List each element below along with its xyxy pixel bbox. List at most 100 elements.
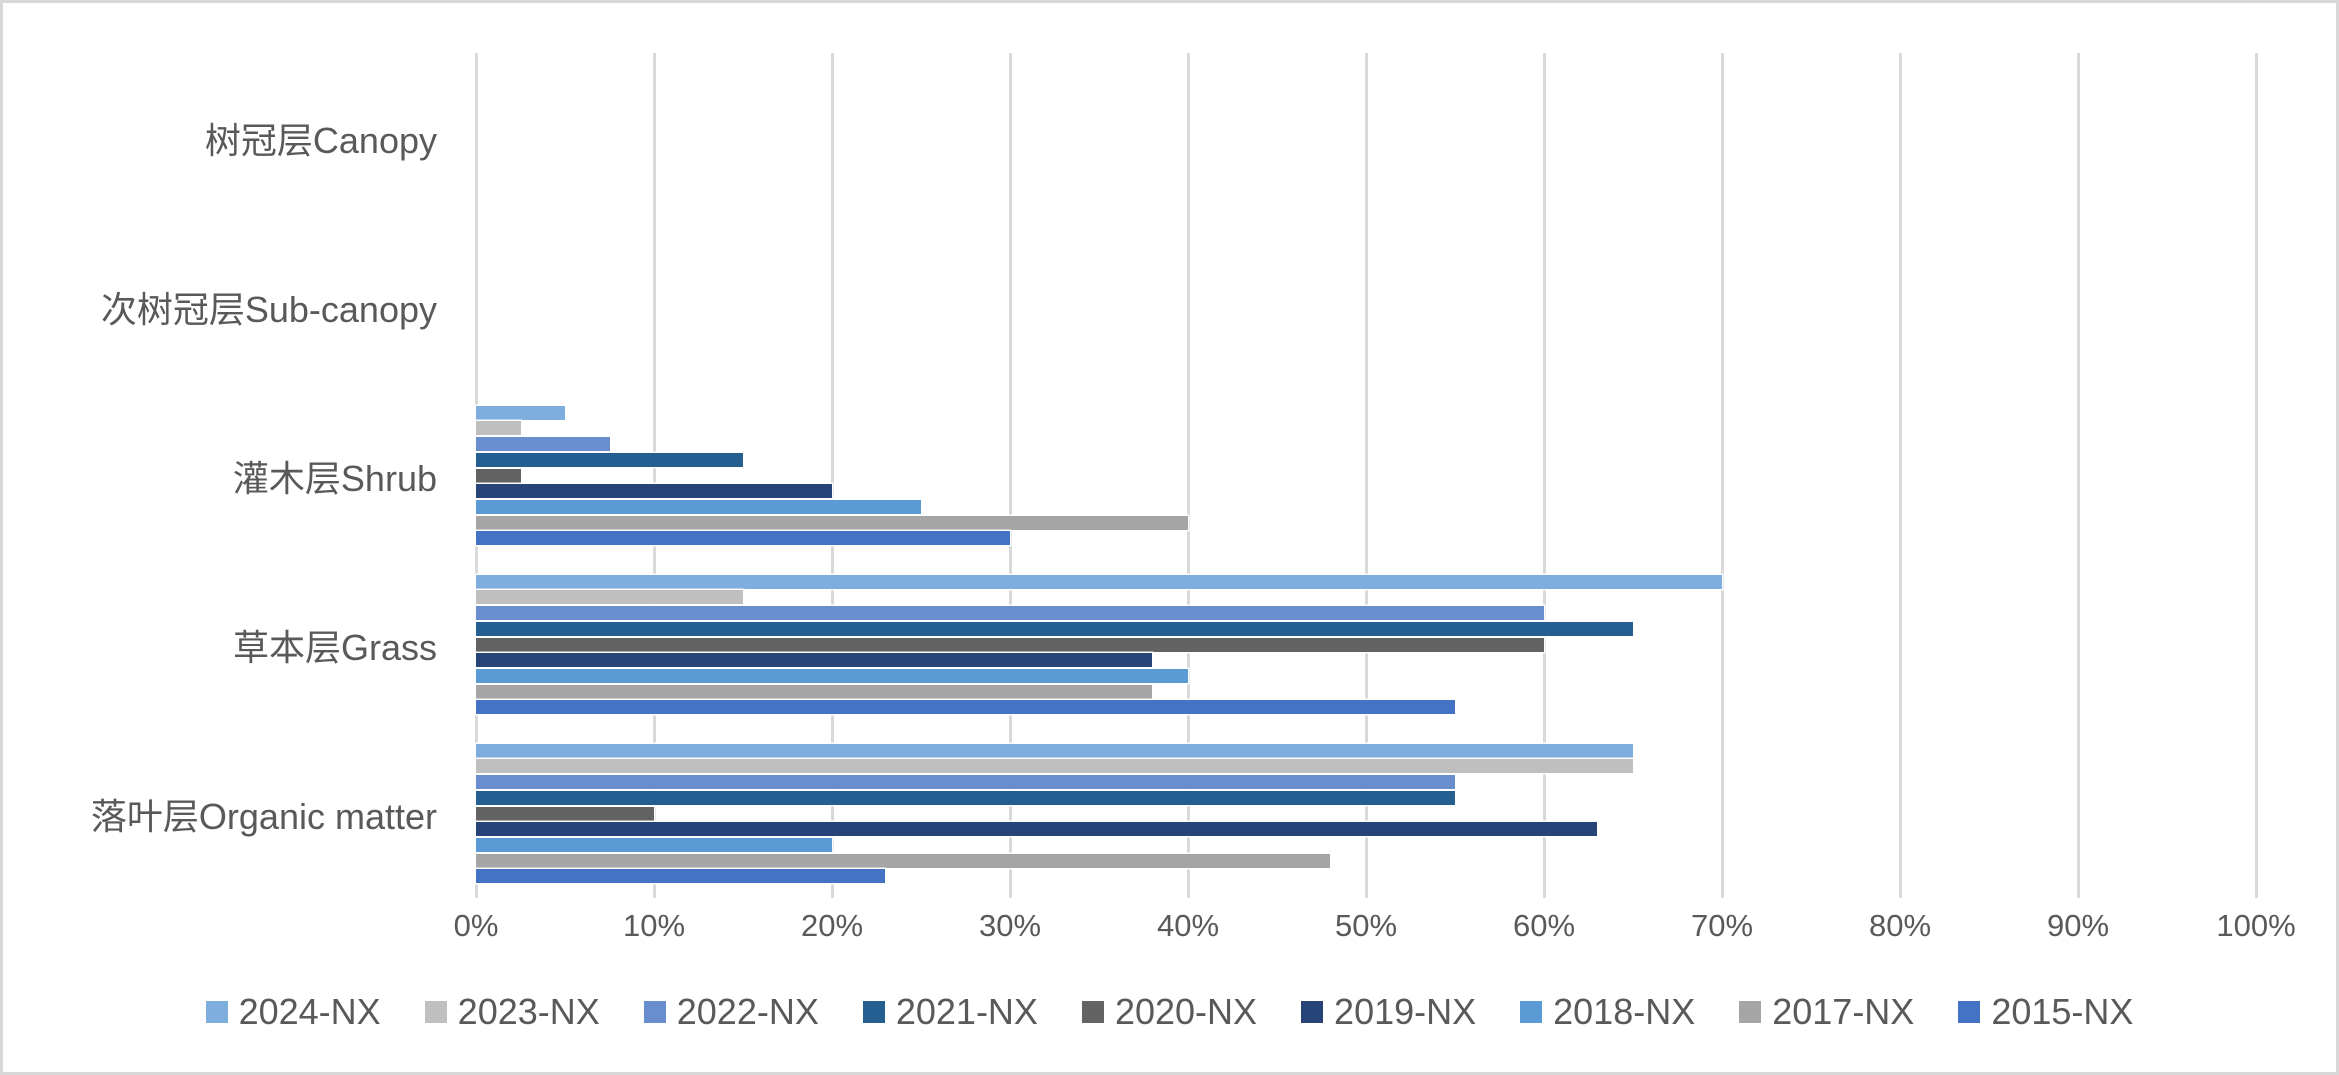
legend-label: 2020-NX	[1114, 991, 1258, 1032]
bar-row	[476, 268, 2256, 282]
bar-2020-NX-category-4	[476, 637, 1544, 652]
bar-row	[476, 193, 2256, 207]
category-label: 草本层Grass	[232, 626, 437, 668]
bar-2023-NX-category-4	[476, 590, 743, 605]
bar-2022-NX-category-4	[476, 606, 1544, 621]
bar-2020-NX-category-3	[476, 468, 521, 483]
legend-label: 2021-NX	[895, 991, 1038, 1032]
x-tick-label: 0%	[453, 908, 499, 943]
bar-row	[476, 700, 2256, 715]
x-tick-label: 30%	[978, 908, 1042, 943]
bar-2024-NX-category-3	[476, 405, 565, 420]
legend-swatch-icon	[1081, 1001, 1104, 1023]
legend-item-2024-NX: 2024-NX	[205, 991, 381, 1033]
gridline	[831, 53, 834, 898]
bar-2022-NX-category-3	[476, 437, 610, 452]
category-label: 次树冠层Sub-canopy	[100, 288, 437, 330]
bar-row	[476, 790, 2256, 805]
bar-2017-NX-category-4	[476, 684, 1153, 699]
legend-label: 2018-NX	[1553, 991, 1696, 1032]
bar-row	[476, 131, 2256, 145]
bar-group-4	[476, 560, 2256, 729]
legend-item-2021-NX: 2021-NX	[862, 991, 1038, 1033]
bar-group-1	[476, 53, 2256, 222]
legend-swatch-icon	[643, 1001, 666, 1023]
bar-row	[476, 421, 2256, 436]
x-tick-label: 50%	[1334, 908, 1398, 943]
bar-row	[476, 531, 2256, 546]
legend-label: 2019-NX	[1334, 991, 1477, 1032]
legend-item-2022-NX: 2022-NX	[643, 991, 819, 1033]
bar-row	[476, 484, 2256, 499]
bar-group-2	[476, 222, 2256, 391]
bar-row	[476, 300, 2256, 314]
x-tick-label: 70%	[1690, 908, 1754, 943]
bar-row	[476, 115, 2256, 129]
bar-row	[476, 146, 2256, 160]
legend-item-2019-NX: 2019-NX	[1301, 991, 1476, 1033]
x-tick-label: 40%	[1156, 908, 1220, 943]
bar-2024-NX-category-5	[476, 743, 1633, 758]
bar-row	[476, 668, 2256, 683]
bar-2015-NX-category-3	[476, 531, 1010, 546]
bar-row	[476, 452, 2256, 467]
category-label: 灌木层Shrub	[232, 457, 437, 499]
bar-row	[476, 178, 2256, 192]
gridline	[1543, 53, 1546, 898]
legend-swatch-icon	[1739, 1001, 1762, 1023]
legend-swatch-icon	[424, 1001, 447, 1023]
bar-group-3	[476, 391, 2256, 560]
bar-row	[476, 775, 2256, 790]
x-tick-label: 10%	[622, 908, 686, 943]
category-label: 落叶层Organic matter	[90, 795, 437, 837]
gridline	[1009, 53, 1012, 898]
bar-2018-NX-category-3	[476, 499, 921, 514]
legend-item-2017-NX: 2017-NX	[1739, 991, 1914, 1033]
x-tick-label: 90%	[2046, 908, 2110, 943]
bar-row	[476, 347, 2256, 361]
bar-row	[476, 331, 2256, 345]
x-tick-label: 20%	[800, 908, 864, 943]
bar-row	[476, 637, 2256, 652]
bar-row	[476, 606, 2256, 621]
bar-2021-NX-category-3	[476, 452, 743, 467]
bar-2019-NX-category-4	[476, 653, 1153, 668]
bar-row	[476, 405, 2256, 420]
bar-2024-NX-category-4	[476, 574, 1722, 589]
x-tick-label: 80%	[1868, 908, 1932, 943]
bar-row	[476, 284, 2256, 298]
legend-swatch-icon	[1958, 1001, 1981, 1023]
bar-row	[476, 837, 2256, 852]
legend-swatch-icon	[1301, 1001, 1324, 1023]
bar-row	[476, 684, 2256, 699]
gridline	[653, 53, 656, 898]
legend-swatch-icon	[1520, 1001, 1543, 1023]
bar-row	[476, 853, 2256, 868]
bar-2023-NX-category-5	[476, 759, 1633, 774]
legend-swatch-icon	[862, 1001, 885, 1023]
bar-row	[476, 822, 2256, 837]
bar-row	[476, 806, 2256, 821]
bar-2023-NX-category-3	[476, 421, 521, 436]
bar-row	[476, 315, 2256, 329]
bar-row	[476, 437, 2256, 452]
bar-row	[476, 162, 2256, 176]
gridline	[2255, 53, 2258, 898]
x-tick-label: 60%	[1512, 908, 1576, 943]
x-tick-label: 100%	[2216, 908, 2296, 943]
bar-2020-NX-category-5	[476, 806, 654, 821]
bar-2019-NX-category-3	[476, 484, 832, 499]
bar-row	[476, 574, 2256, 589]
bar-row	[476, 590, 2256, 605]
bar-2021-NX-category-5	[476, 790, 1455, 805]
bar-row	[476, 68, 2256, 82]
bar-row	[476, 499, 2256, 514]
bar-row	[476, 362, 2256, 376]
bar-row	[476, 759, 2256, 774]
gridline	[1899, 53, 1902, 898]
gridline	[2077, 53, 2080, 898]
legend-swatch-icon	[205, 1001, 228, 1023]
legend: 2024-NX 2023-NX 2022-NX 2021-NX 2020-NX 2019-…	[3, 991, 2336, 1033]
bar-2021-NX-category-4	[476, 621, 1633, 636]
